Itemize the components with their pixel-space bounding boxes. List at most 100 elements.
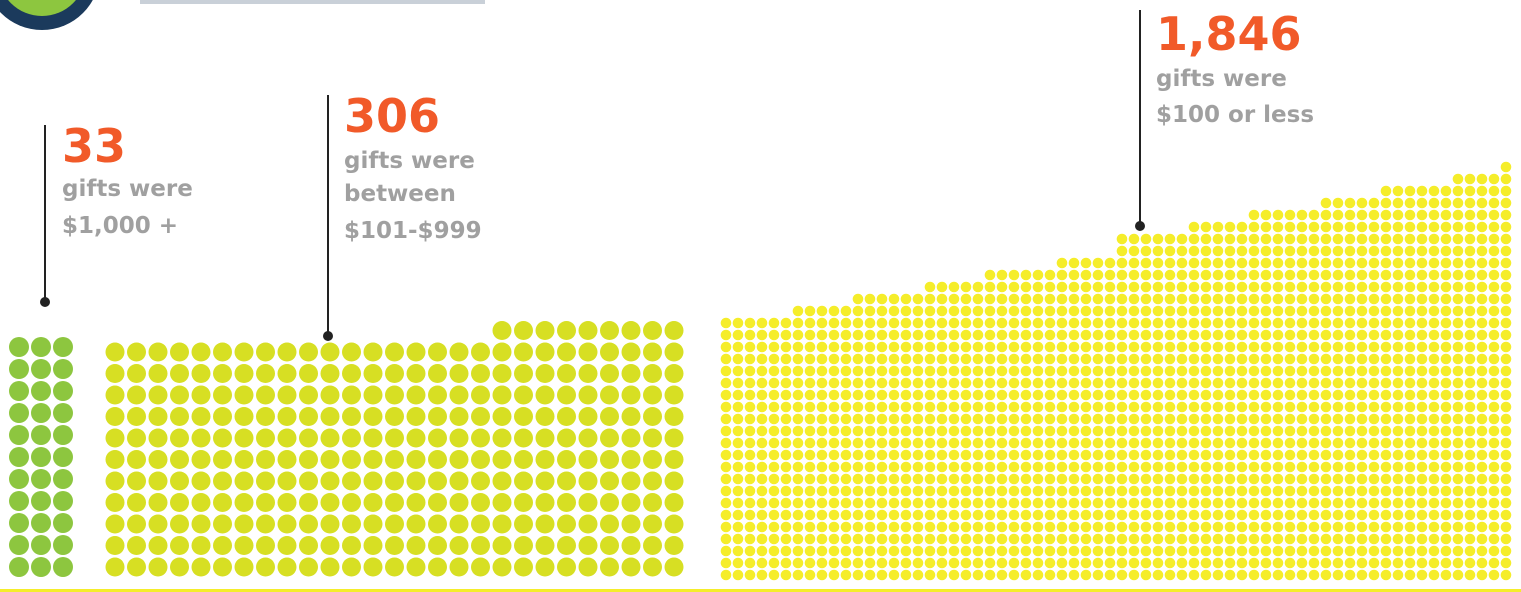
gift-dot: [816, 545, 828, 557]
gift-dot: [1296, 293, 1308, 305]
gift-dot: [1452, 389, 1464, 401]
gift-dot: [1404, 473, 1416, 485]
gift-dot: [1308, 509, 1320, 521]
gift-dot: [1068, 521, 1080, 533]
gift-dot: [1224, 521, 1236, 533]
gift-dot: [792, 545, 804, 557]
gift-dot: [1164, 473, 1176, 485]
gift-dot: [277, 471, 297, 491]
gift-dot: [53, 337, 73, 357]
gift-dot: [363, 493, 383, 512]
gift-dot: [816, 329, 828, 341]
gift-dot: [864, 545, 876, 557]
gift-dot: [1104, 365, 1116, 377]
gift-dot: [924, 353, 936, 365]
gift-dot: [1488, 281, 1500, 293]
gift-dot: [1212, 473, 1224, 485]
gift-dot: [756, 341, 768, 353]
gift-dot: [1116, 557, 1128, 569]
gift-dot: [900, 425, 912, 437]
gift-dot: [1392, 353, 1404, 365]
gift-dot: [1476, 377, 1488, 389]
gift-dot: [1248, 329, 1260, 341]
gift-dot: [1080, 521, 1092, 533]
gift-dot: [1260, 281, 1272, 293]
gift-dot: [1428, 233, 1440, 245]
gift-dot: [1188, 245, 1200, 257]
gift-dot: [1104, 413, 1116, 425]
gift-dot: [756, 557, 768, 569]
gift-dot: [792, 413, 804, 425]
gift-dot: [1368, 437, 1380, 449]
gift-dot: [385, 471, 404, 491]
gift-dot: [1128, 533, 1140, 545]
gift-dot: [828, 461, 840, 473]
gift-dot: [1200, 281, 1212, 293]
gift-dot: [1368, 485, 1380, 497]
gift-dot: [1332, 497, 1344, 509]
gift-dot: [1104, 317, 1116, 329]
gift-dot: [996, 545, 1008, 557]
gift-dot: [804, 377, 816, 389]
gift-dot: [936, 497, 948, 509]
gift-dot: [1380, 377, 1392, 389]
gift-dot: [1440, 557, 1452, 569]
gift-dot: [1488, 413, 1500, 425]
gift-dot: [1296, 305, 1308, 317]
gift-dot: [1236, 269, 1248, 281]
gift-dot: [256, 385, 275, 405]
gift-dot: [471, 428, 490, 448]
gift-dot: [996, 341, 1008, 353]
gift-dot: [1188, 509, 1200, 521]
gift-dot: [1404, 341, 1416, 353]
gift-dot: [948, 449, 960, 461]
gift-dot: [1116, 257, 1128, 269]
gift-dot: [1464, 557, 1476, 569]
gift-dot: [972, 569, 984, 581]
gift-dot: [900, 509, 912, 521]
gift-dot: [1128, 305, 1140, 317]
gift-dot: [1020, 449, 1032, 461]
gift-dot: [888, 473, 900, 485]
gift-dot: [1428, 461, 1440, 473]
gift-dot: [1116, 569, 1128, 581]
gift-dot: [1368, 473, 1380, 485]
gift-dot: [828, 521, 840, 533]
gift-dot: [557, 428, 576, 448]
gift-dot: [840, 401, 852, 413]
gift-dot: [864, 425, 876, 437]
gift-dot: [960, 473, 972, 485]
gift-dot: [960, 557, 972, 569]
gift-dot: [1440, 257, 1452, 269]
gift-dot: [1236, 281, 1248, 293]
gift-dot: [1344, 377, 1356, 389]
gift-dot: [1044, 485, 1056, 497]
gift-dot: [1464, 353, 1476, 365]
gift-dot: [1056, 425, 1068, 437]
gift-dot: [1200, 293, 1212, 305]
gift-dot: [1344, 245, 1356, 257]
gift-dot: [996, 557, 1008, 569]
gift-dot: [828, 569, 840, 581]
gift-dot: [299, 450, 318, 469]
gift-dot: [1152, 353, 1164, 365]
gift-dot: [1452, 365, 1464, 377]
gift-dot: [9, 337, 29, 357]
gift-dot: [840, 473, 852, 485]
gift-dot: [1452, 269, 1464, 281]
gift-dot: [888, 437, 900, 449]
gift-dot: [1404, 221, 1416, 233]
gift-dot: [1500, 473, 1512, 485]
gift-dot: [828, 377, 840, 389]
gift-dot: [1356, 305, 1368, 317]
gift-dot: [1488, 305, 1500, 317]
gift-dot: [1200, 221, 1212, 233]
gift-dot: [1032, 365, 1044, 377]
gift-dot: [320, 536, 340, 555]
gift-dot: [105, 385, 125, 405]
gift-dot: [1104, 533, 1116, 545]
gift-dot: [1428, 185, 1440, 197]
gift-dot: [1260, 293, 1272, 305]
gift-dot: [1476, 281, 1488, 293]
